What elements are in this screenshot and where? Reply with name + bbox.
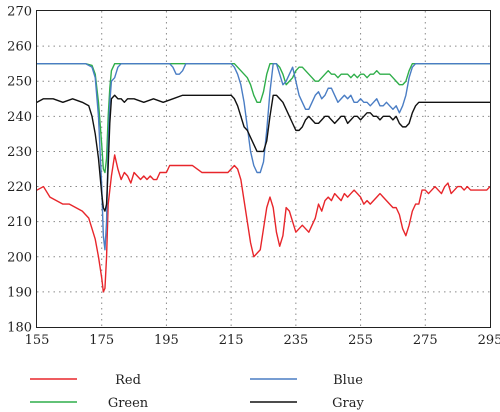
x-tick-label: 175 [89,333,114,348]
y-tick-label: 220 [7,180,32,195]
y-tick-label: 260 [7,40,32,55]
x-tick-label: 295 [478,333,500,348]
series-line-green [36,62,491,174]
y-tick-label: 240 [7,110,32,125]
x-tick-label: 275 [413,333,438,348]
series-line-red [36,154,491,293]
legend-label: Gray [332,396,364,411]
y-tick-label: 190 [7,285,32,300]
x-tick-label: 255 [348,333,373,348]
y-tick-label: 250 [7,75,32,90]
x-tick-label: 195 [154,333,179,348]
y-tick-label: 270 [7,5,32,20]
legend-item-red: Red [30,373,141,388]
plot-frame [36,10,491,328]
x-tick-label: 155 [25,333,50,348]
legend-label: Red [115,373,141,388]
y-tick-label: 200 [7,250,32,265]
x-tick-label: 235 [283,333,308,348]
legend-item-green: Green [30,396,149,411]
legend-label: Green [108,396,149,411]
legend-layer: Red Green Blue Gray [30,373,364,411]
tick-layer: 155 175 195 215 235 255 275 295 180 190 200 210 220 2… [7,5,500,349]
x-tick-label: 215 [219,333,244,348]
legend-item-blue: Blue [250,373,363,388]
series-layer [36,62,491,293]
y-tick-label: 230 [7,145,32,160]
legend-label: Blue [333,373,363,388]
series-line-blue [36,62,491,251]
y-tick-label: 180 [7,321,32,336]
y-tick-label: 210 [7,215,32,230]
series-line-gray [36,94,491,212]
legend-item-gray: Gray [250,396,364,411]
